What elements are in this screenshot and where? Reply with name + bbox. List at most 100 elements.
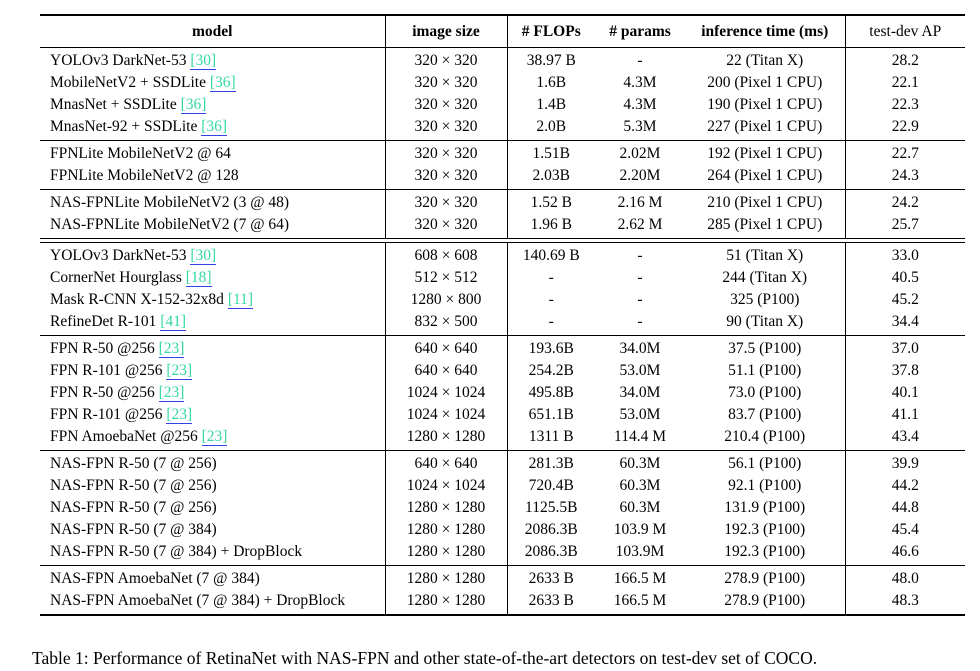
ap-cell: 48.0 (891, 570, 919, 587)
table-group: NAS-FPN R-50 (7 @ 256) 640 × 640 281.3B 60.… (40, 450, 965, 566)
ap-cell: 22.3 (891, 96, 919, 113)
ap-cell: 41.1 (891, 406, 919, 423)
table-row: NAS-FPN AmoebaNet (7 @ 384) + DropBlock 1… (40, 590, 965, 615)
results-table: model image size # FLOPs # params inference … (40, 14, 965, 616)
image-size-cell: 1280 × 1280 (385, 497, 508, 519)
ap-cell: 25.7 (891, 216, 919, 233)
table-row: FPN R-50 @256 [23] 1024 × 1024 495.8B 34.0M… (40, 382, 965, 404)
inference-cell: 278.9 (P100) (685, 565, 846, 590)
table-row: FPNLite MobileNetV2 @ 64 320 × 320 1.51B 2.… (40, 140, 965, 165)
header-row: model image size # FLOPs # params inference … (40, 15, 965, 48)
ap-cell: 24.3 (891, 167, 919, 184)
model-cell: FPNLite MobileNetV2 @ 128 (40, 165, 386, 190)
citation-link[interactable]: [30] (190, 247, 217, 265)
table-row: NAS-FPN R-50 (7 @ 384) 1280 × 1280 2086.3B… (40, 519, 965, 541)
citation-link[interactable]: [41] (160, 313, 187, 331)
column-header-flops: # FLOPs (521, 23, 581, 40)
table-row: FPN R-101 @256 [23] 640 × 640 254.2B 53.0M 5… (40, 360, 965, 382)
citation-link[interactable]: [36] (209, 74, 236, 92)
ap-cell: 22.7 (891, 145, 919, 162)
model-cell: FPN R-50 @256 [23] (40, 382, 386, 404)
params-cell: 53.0M (619, 362, 661, 379)
citation-link[interactable]: [30] (190, 52, 217, 70)
table-row: Mask R-CNN X-152-32x8d [11] 1280 × 800 - - 3… (40, 289, 965, 311)
inference-cell: 190 (Pixel 1 CPU) (685, 94, 846, 116)
table-row: NAS-FPNLite MobileNetV2 (3 @ 48) 320 × 32… (40, 189, 965, 214)
model-cell: CornerNet Hourglass [18] (40, 267, 386, 289)
ap-cell: 48.3 (891, 592, 919, 609)
table-row: NAS-FPN R-50 (7 @ 256) 640 × 640 281.3B 60.… (40, 450, 965, 475)
ap-cell: 28.2 (891, 52, 919, 69)
table-row: NAS-FPN AmoebaNet (7 @ 384) 1280 × 1280 26… (40, 565, 965, 590)
flops-cell: 38.97 B (526, 52, 576, 69)
table-row: FPN R-50 @256 [23] 640 × 640 193.6B 34.0M 37… (40, 335, 965, 360)
image-size-cell: 320 × 320 (385, 72, 508, 94)
table-group: NAS-FPNLite MobileNetV2 (3 @ 48) 320 × 32… (40, 189, 965, 239)
ap-cell: 24.2 (891, 194, 919, 211)
params-cell: 34.0M (619, 340, 661, 357)
citation-link[interactable]: [23] (158, 384, 185, 402)
inference-cell: 227 (Pixel 1 CPU) (685, 116, 846, 141)
model-cell: NAS-FPNLite MobileNetV2 (7 @ 64) (40, 214, 386, 239)
citation-link[interactable]: [23] (201, 428, 228, 446)
params-cell: - (637, 52, 643, 69)
flops-cell: 1.51B (532, 145, 570, 162)
flops-cell: 2086.3B (524, 543, 578, 560)
table-row: RefineDet R-101 [41] 832 × 500 - - 90 (Titan… (40, 311, 965, 336)
ap-cell: 37.0 (891, 340, 919, 357)
image-size-cell: 1280 × 1280 (385, 565, 508, 590)
params-cell: 60.3M (619, 477, 661, 494)
ap-cell: 46.6 (891, 543, 919, 560)
params-cell: 4.3M (623, 74, 657, 91)
inference-cell: 192 (Pixel 1 CPU) (685, 140, 846, 165)
image-size-cell: 1024 × 1024 (385, 382, 508, 404)
citation-link[interactable]: [11] (227, 291, 254, 309)
column-header-model: model (40, 15, 386, 48)
table-group: YOLOv3 DarkNet-53 [30] 320 × 320 38.97 B-2… (40, 47, 965, 141)
citation-link[interactable]: [23] (158, 340, 185, 358)
params-cell: 60.3M (619, 499, 661, 516)
table-row: FPNLite MobileNetV2 @ 128 320 × 320 2.03B 2… (40, 165, 965, 190)
image-size-cell: 320 × 320 (385, 94, 508, 116)
ap-cell: 43.4 (891, 428, 919, 445)
table-group: NAS-FPN AmoebaNet (7 @ 384) 1280 × 1280 26… (40, 565, 965, 615)
citation-link[interactable]: [23] (166, 362, 193, 380)
ap-cell: 45.2 (891, 291, 919, 308)
flops-cell: 2.03B (532, 167, 570, 184)
citation-link[interactable]: [36] (201, 118, 228, 136)
model-cell: MnasNet-92 + SSDLite [36] (40, 116, 386, 141)
table-row: FPN R-101 @256 [23] 1024 × 1024 651.1B 53.0… (40, 404, 965, 426)
citation-link[interactable]: [18] (185, 269, 212, 287)
inference-cell: 192.3 (P100) (685, 541, 846, 566)
inference-cell: 83.7 (P100) (685, 404, 846, 426)
citation-link[interactable]: [23] (166, 406, 193, 424)
inference-cell: 51 (Titan X) (685, 242, 846, 267)
flops-cell: 1125.5B (525, 499, 578, 516)
ap-cell: 44.8 (891, 499, 919, 516)
model-cell: YOLOv3 DarkNet-53 [30] (40, 47, 386, 72)
ap-cell: 45.4 (891, 521, 919, 538)
column-header-params: # params (609, 23, 671, 40)
flops-cell: 1.6B (536, 74, 567, 91)
params-cell: - (637, 313, 643, 330)
table-group: YOLOv3 DarkNet-53 [30] 608 × 608 140.69 B -… (40, 242, 965, 336)
inference-cell: 325 (P100) (685, 289, 846, 311)
image-size-cell: 320 × 320 (385, 140, 508, 165)
inference-cell: 90 (Titan X) (685, 311, 846, 336)
citation-link[interactable]: [36] (180, 96, 207, 114)
image-size-cell: 320 × 320 (385, 165, 508, 190)
inference-cell: 131.9 (P100) (685, 497, 846, 519)
flops-cell: 2633 B (528, 592, 574, 609)
params-cell: 2.20M (619, 167, 661, 184)
table-row: NAS-FPNLite MobileNetV2 (7 @ 64) 320 × 32… (40, 214, 965, 239)
image-size-cell: 640 × 640 (385, 360, 508, 382)
model-cell: Mask R-CNN X-152-32x8d [11] (40, 289, 386, 311)
table-row: YOLOv3 DarkNet-53 [30] 608 × 608 140.69 B -… (40, 242, 965, 267)
flops-cell: 254.2B (528, 362, 574, 379)
model-cell: NAS-FPN R-50 (7 @ 256) (40, 475, 386, 497)
params-cell: 2.02M (619, 145, 661, 162)
model-cell: NAS-FPN R-50 (7 @ 256) (40, 450, 386, 475)
flops-cell: 651.1B (528, 406, 574, 423)
flops-cell: 281.3B (528, 455, 574, 472)
table-row: NAS-FPN R-50 (7 @ 256) 1280 × 1280 1125.5B… (40, 497, 965, 519)
